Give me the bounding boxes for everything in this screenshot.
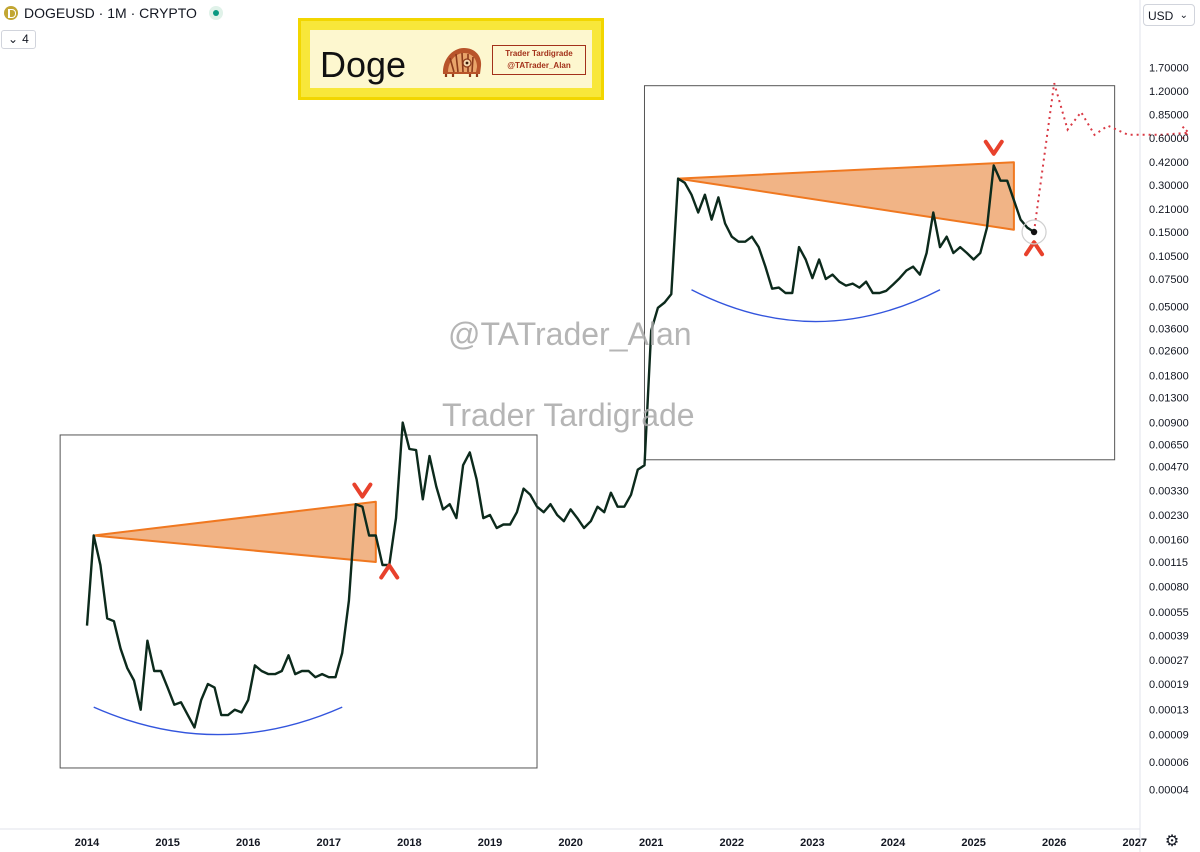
tardigrade-mascot-icon [442, 48, 482, 77]
y-tick-label: 0.00013 [1149, 705, 1189, 717]
y-tick-label: 0.00009 [1149, 730, 1189, 742]
cycle-box [59, 434, 538, 769]
chart-frame [0, 0, 1141, 852]
y-tick-label: 0.21000 [1149, 204, 1189, 216]
top-marker-icon [352, 482, 373, 499]
x-tick-label: 2016 [236, 837, 260, 849]
y-tick-label: 0.15000 [1149, 227, 1189, 239]
doge-logo-banner: Doge Trader Tardigrade @TATrader_Alan [298, 18, 604, 100]
y-tick-label: 0.01300 [1149, 393, 1189, 405]
y-tick-label: 0.00900 [1149, 418, 1189, 430]
y-tick-label: 0.00004 [1149, 785, 1189, 797]
logo-title: Doge [320, 44, 407, 85]
y-tick-label: 0.02600 [1149, 346, 1189, 358]
x-tick-label: 2025 [961, 837, 985, 849]
live-status-icon [208, 6, 223, 20]
y-tick-label: 0.10500 [1149, 251, 1189, 263]
logo-badge: Trader Tardigrade @TATrader_Alan [492, 45, 586, 75]
y-tick-label: 0.01800 [1149, 371, 1189, 383]
chevron-down-icon: ⌄ [1179, 10, 1188, 21]
x-tick-label: 2027 [1123, 837, 1147, 849]
currency-selector[interactable]: USD ⌄ [1143, 4, 1195, 26]
rounded-bottom-arc [93, 706, 343, 736]
x-tick-label: 2026 [1042, 837, 1066, 849]
x-tick-label: 2019 [478, 837, 502, 849]
current-price-dot [1030, 228, 1038, 236]
gear-icon[interactable]: ⚙ [1164, 833, 1180, 850]
price-line [85, 164, 1035, 729]
indicators-toggle-button[interactable]: ⌄ 4 [1, 30, 36, 49]
annotation-layer [59, 85, 1116, 769]
symbol-title[interactable]: DOGEUSD · 1M · CRYPTO [24, 5, 197, 21]
watermark-name: Trader Tardigrade [442, 397, 695, 433]
logo-inner: Doge Trader Tardigrade @TATrader_Alan [310, 30, 592, 88]
x-tick-label: 2020 [558, 837, 582, 849]
projection-line [1033, 82, 1189, 233]
indicator-count: 4 [22, 32, 29, 46]
x-tick-label: 2022 [720, 837, 744, 849]
symbol-header[interactable]: DOGEUSD · 1M · CRYPTO [4, 5, 223, 21]
y-tick-label: 0.00027 [1149, 655, 1189, 667]
y-tick-label: 0.00039 [1149, 630, 1189, 642]
y-tick-label: 0.05000 [1149, 301, 1189, 313]
x-tick-label: 2023 [800, 837, 824, 849]
y-tick-label: 0.30000 [1149, 180, 1189, 192]
x-tick-label: 2018 [397, 837, 421, 849]
x-tick-label: 2015 [155, 837, 179, 849]
currency-label: USD [1148, 9, 1174, 23]
y-tick-label: 0.00019 [1149, 679, 1189, 691]
y-tick-label: 0.00115 [1149, 557, 1188, 569]
watermark-handle: @TATrader_Alan [448, 316, 692, 352]
y-tick-label: 0.60000 [1149, 133, 1189, 145]
current-price-ring [1021, 219, 1047, 245]
y-tick-label: 0.00470 [1149, 462, 1189, 474]
top-marker-icon [983, 139, 1004, 156]
y-tick-label: 0.07500 [1149, 274, 1189, 286]
y-tick-label: 0.00006 [1149, 757, 1189, 769]
y-tick-label: 1.70000 [1149, 63, 1189, 75]
y-tick-label: 0.00080 [1149, 582, 1189, 594]
x-axis[interactable]: 2014 2015 2016 2017 2018 2019 2020 2021 2022 2023… [75, 837, 1147, 849]
x-tick-label: 2014 [75, 837, 100, 849]
badge-name: Trader Tardigrade [505, 49, 573, 58]
y-tick-label: 0.00055 [1149, 607, 1189, 619]
y-tick-label: 0.00330 [1149, 486, 1189, 498]
chevron-down-icon: ⌄ [8, 32, 19, 46]
y-tick-label: 0.85000 [1149, 109, 1189, 121]
y-tick-label: 0.00230 [1149, 510, 1189, 522]
y-tick-label: 1.20000 [1149, 86, 1189, 98]
bottom-marker-icon [379, 563, 400, 580]
x-tick-label: 2021 [639, 837, 663, 849]
x-tick-label: 2017 [317, 837, 341, 849]
marker-layer [352, 125, 1190, 580]
rounded-bottom-arc [691, 289, 941, 323]
cycle-box [643, 85, 1116, 461]
y-tick-label: 0.03600 [1149, 324, 1189, 336]
doge-coin-icon [4, 6, 18, 20]
x-tick-label: 2024 [881, 837, 906, 849]
badge-handle: @TATrader_Alan [507, 61, 571, 70]
bottom-marker-icon [1024, 240, 1045, 257]
y-tick-label: 0.42000 [1149, 157, 1189, 169]
wedge-pattern [92, 500, 377, 564]
y-axis[interactable]: 1.70000 1.20000 0.85000 0.60000 0.42000 0.300… [1149, 63, 1189, 797]
y-tick-label: 0.00160 [1149, 535, 1189, 547]
y-tick-label: 0.00650 [1149, 440, 1189, 452]
wedge-pattern [677, 161, 1015, 231]
